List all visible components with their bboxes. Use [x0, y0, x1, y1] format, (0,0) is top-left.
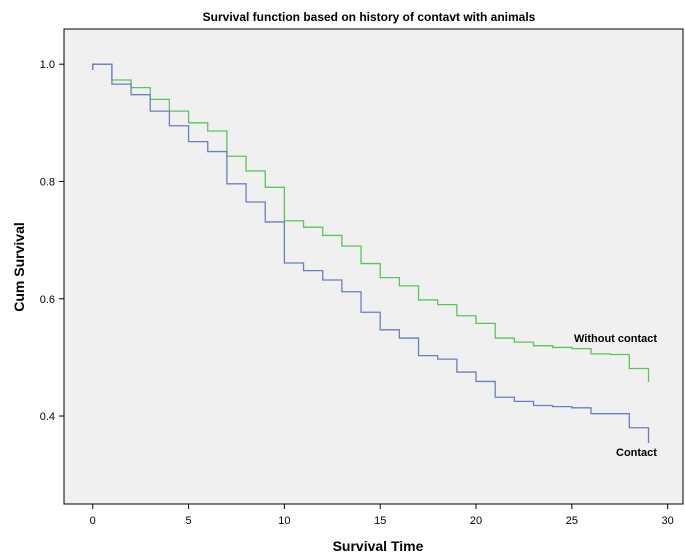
y-tick-label: 0.6: [40, 294, 55, 306]
x-tick-label: 15: [374, 515, 386, 527]
x-axis-label: Survival Time: [333, 538, 424, 553]
series-layer: [92, 63, 650, 444]
chart-title: Survival function based on history of co…: [203, 10, 536, 24]
y-tick-label: 1.0: [40, 59, 55, 71]
x-tick-label: 10: [278, 515, 290, 527]
y-axis-label: Cum Survival: [11, 222, 27, 311]
series-label-contact: Contact: [616, 447, 657, 459]
x-tick-label: 30: [662, 515, 674, 527]
series-line-without-contact: [92, 63, 650, 383]
x-tick-label: 0: [90, 515, 96, 527]
x-axis: 0 5 10 15 20 25 30: [90, 504, 674, 527]
plot-area: [63, 28, 684, 505]
y-axis: 0.4 0.6 0.8 1.0: [40, 59, 64, 423]
x-tick-label: 5: [186, 515, 192, 527]
x-tick-label: 20: [470, 515, 482, 527]
series-labels: Without contact Contact: [574, 333, 657, 459]
series-line-contact: [92, 63, 650, 444]
series-label-without-contact: Without contact: [574, 333, 657, 345]
y-tick-label: 0.4: [40, 411, 55, 423]
y-tick-label: 0.8: [40, 176, 55, 188]
x-tick-label: 25: [566, 515, 578, 527]
